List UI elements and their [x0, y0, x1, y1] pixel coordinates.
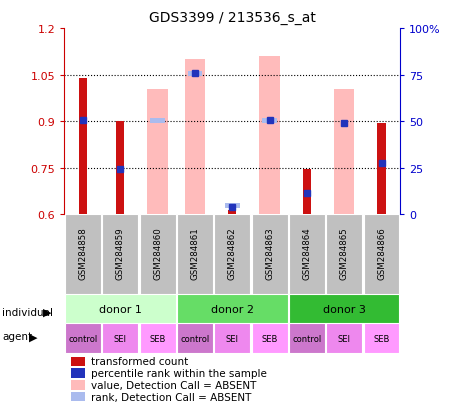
Text: GSM284858: GSM284858 [78, 227, 87, 279]
Bar [325, 324, 361, 353]
Bar [65, 294, 175, 324]
Bar [363, 215, 398, 294]
Bar [65, 215, 101, 294]
Title: GDS3399 / 213536_s_at: GDS3399 / 213536_s_at [149, 11, 315, 25]
Bar [147, 89, 168, 215]
Bar [102, 324, 138, 353]
Bar [102, 215, 138, 294]
Bar [177, 294, 287, 324]
Text: SEI: SEI [114, 334, 127, 343]
Bar [259, 57, 279, 215]
Bar [65, 324, 101, 353]
Text: control: control [180, 334, 209, 343]
Bar [140, 324, 175, 353]
Bar [288, 294, 398, 324]
Bar [79, 78, 87, 215]
Text: value, Detection Call = ABSENT: value, Detection Call = ABSENT [91, 380, 256, 390]
Text: GSM284864: GSM284864 [302, 227, 311, 279]
Bar [187, 72, 202, 77]
Bar [214, 215, 250, 294]
Text: GSM284860: GSM284860 [153, 227, 162, 279]
Text: SEB: SEB [261, 334, 277, 343]
Text: rank, Detection Call = ABSENT: rank, Detection Call = ABSENT [91, 392, 251, 402]
Bar [228, 210, 236, 215]
Bar [377, 123, 385, 215]
Text: GSM284863: GSM284863 [264, 227, 274, 279]
Bar [177, 215, 213, 294]
Text: transformed count: transformed count [91, 356, 188, 366]
Text: agent: agent [2, 332, 32, 342]
Bar [116, 122, 124, 215]
Bar [177, 324, 213, 353]
Bar [288, 324, 324, 353]
Bar [288, 215, 324, 294]
Bar [251, 215, 287, 294]
Bar [71, 392, 84, 402]
Text: ▶: ▶ [43, 307, 51, 317]
Bar [302, 170, 310, 215]
Bar [325, 215, 361, 294]
Text: GSM284862: GSM284862 [227, 227, 236, 279]
Bar [71, 368, 84, 378]
Text: ▶: ▶ [29, 332, 37, 342]
Text: GSM284866: GSM284866 [376, 227, 385, 279]
Bar [262, 119, 276, 123]
Text: donor 1: donor 1 [99, 304, 141, 314]
Bar [251, 324, 287, 353]
Text: GSM284861: GSM284861 [190, 227, 199, 279]
Text: individual: individual [2, 307, 53, 317]
Text: donor 2: donor 2 [210, 304, 253, 314]
Text: SEB: SEB [149, 334, 166, 343]
Text: control: control [68, 334, 97, 343]
Text: control: control [291, 334, 321, 343]
Bar [333, 89, 354, 215]
Bar [150, 119, 165, 123]
Bar [140, 215, 175, 294]
Text: SEI: SEI [337, 334, 350, 343]
Bar [214, 324, 250, 353]
Text: GSM284865: GSM284865 [339, 227, 348, 279]
Bar [185, 60, 205, 215]
Text: GSM284859: GSM284859 [116, 227, 124, 279]
Bar [71, 380, 84, 390]
Bar [224, 204, 239, 209]
Text: SEI: SEI [225, 334, 238, 343]
Text: SEB: SEB [373, 334, 389, 343]
Text: donor 3: donor 3 [322, 304, 365, 314]
Text: percentile rank within the sample: percentile rank within the sample [91, 368, 267, 378]
Bar [363, 324, 398, 353]
Bar [71, 357, 84, 366]
